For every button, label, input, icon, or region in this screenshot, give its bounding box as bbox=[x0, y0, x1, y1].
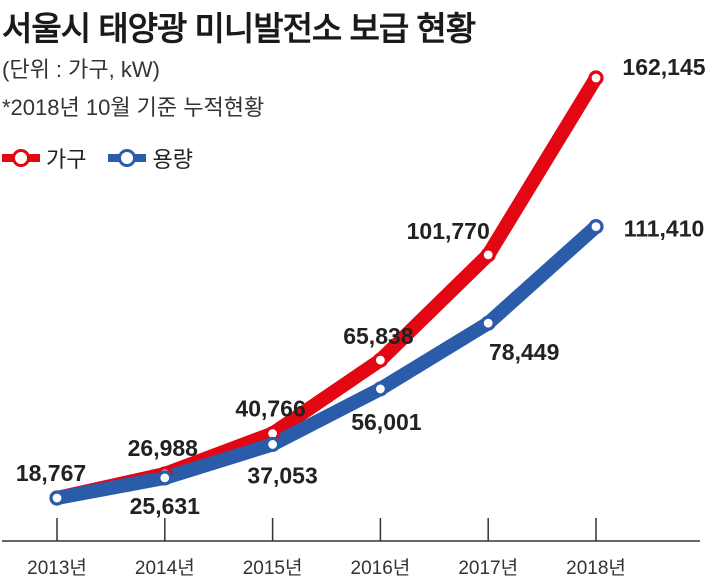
legend-label-households: 가구 bbox=[46, 147, 87, 172]
data-label-households: 40,766 bbox=[235, 396, 305, 422]
data-labels: 18,767 26,988 40,766 65,838 101,770 162,145 25… bbox=[16, 54, 705, 519]
data-point-capacity bbox=[588, 219, 604, 235]
unit-note: (단위 : 가구, kW) bbox=[2, 57, 160, 82]
households-line-icon bbox=[2, 148, 40, 168]
x-tick-label: 2016년 bbox=[351, 557, 411, 579]
x-tick-label: 2018년 bbox=[566, 557, 626, 579]
data-point-capacity bbox=[265, 436, 281, 453]
data-point-capacity bbox=[49, 490, 65, 506]
data-point-households bbox=[480, 247, 496, 263]
data-label-capacity: 25,631 bbox=[130, 493, 201, 519]
series-group bbox=[49, 70, 604, 506]
legend: 가구 용량 bbox=[2, 142, 215, 174]
data-label-households: 26,988 bbox=[128, 435, 199, 461]
legend-label-capacity: 용량 bbox=[152, 147, 193, 172]
legend-item-households: 가구 bbox=[2, 142, 86, 174]
data-label-households: 65,838 bbox=[343, 323, 414, 349]
x-tick-label: 2014년 bbox=[135, 557, 195, 579]
x-tick-label: 2017년 bbox=[458, 557, 518, 579]
data-label-households: 162,145 bbox=[622, 54, 705, 80]
data-label-capacity: 56,001 bbox=[351, 409, 422, 435]
x-axis: 2013년 2014년 2015년 2016년 2017년 2018년 bbox=[2, 518, 700, 579]
x-tick-label: 2015년 bbox=[243, 557, 303, 579]
series-line-capacity bbox=[50, 219, 603, 505]
data-point-capacity bbox=[372, 381, 388, 397]
legend-item-capacity: 용량 bbox=[108, 142, 193, 174]
footnote: *2018년 10월 기준 누적현황 bbox=[2, 95, 265, 120]
capacity-line-icon bbox=[108, 148, 147, 168]
data-label-households: 18,767 bbox=[16, 460, 86, 486]
data-point-households bbox=[588, 70, 604, 86]
data-label-households: 101,770 bbox=[407, 218, 490, 244]
data-point-capacity bbox=[480, 315, 496, 331]
data-point-capacity bbox=[157, 470, 173, 486]
data-label-capacity: 111,410 bbox=[624, 216, 705, 242]
data-point-households bbox=[372, 352, 388, 368]
data-label-capacity: 78,449 bbox=[489, 339, 559, 365]
chart-title: 서울시 태양광 미니발전소 보급 현황 bbox=[2, 10, 476, 47]
x-tick-label: 2013년 bbox=[27, 557, 87, 579]
data-label-capacity: 37,053 bbox=[247, 462, 317, 488]
